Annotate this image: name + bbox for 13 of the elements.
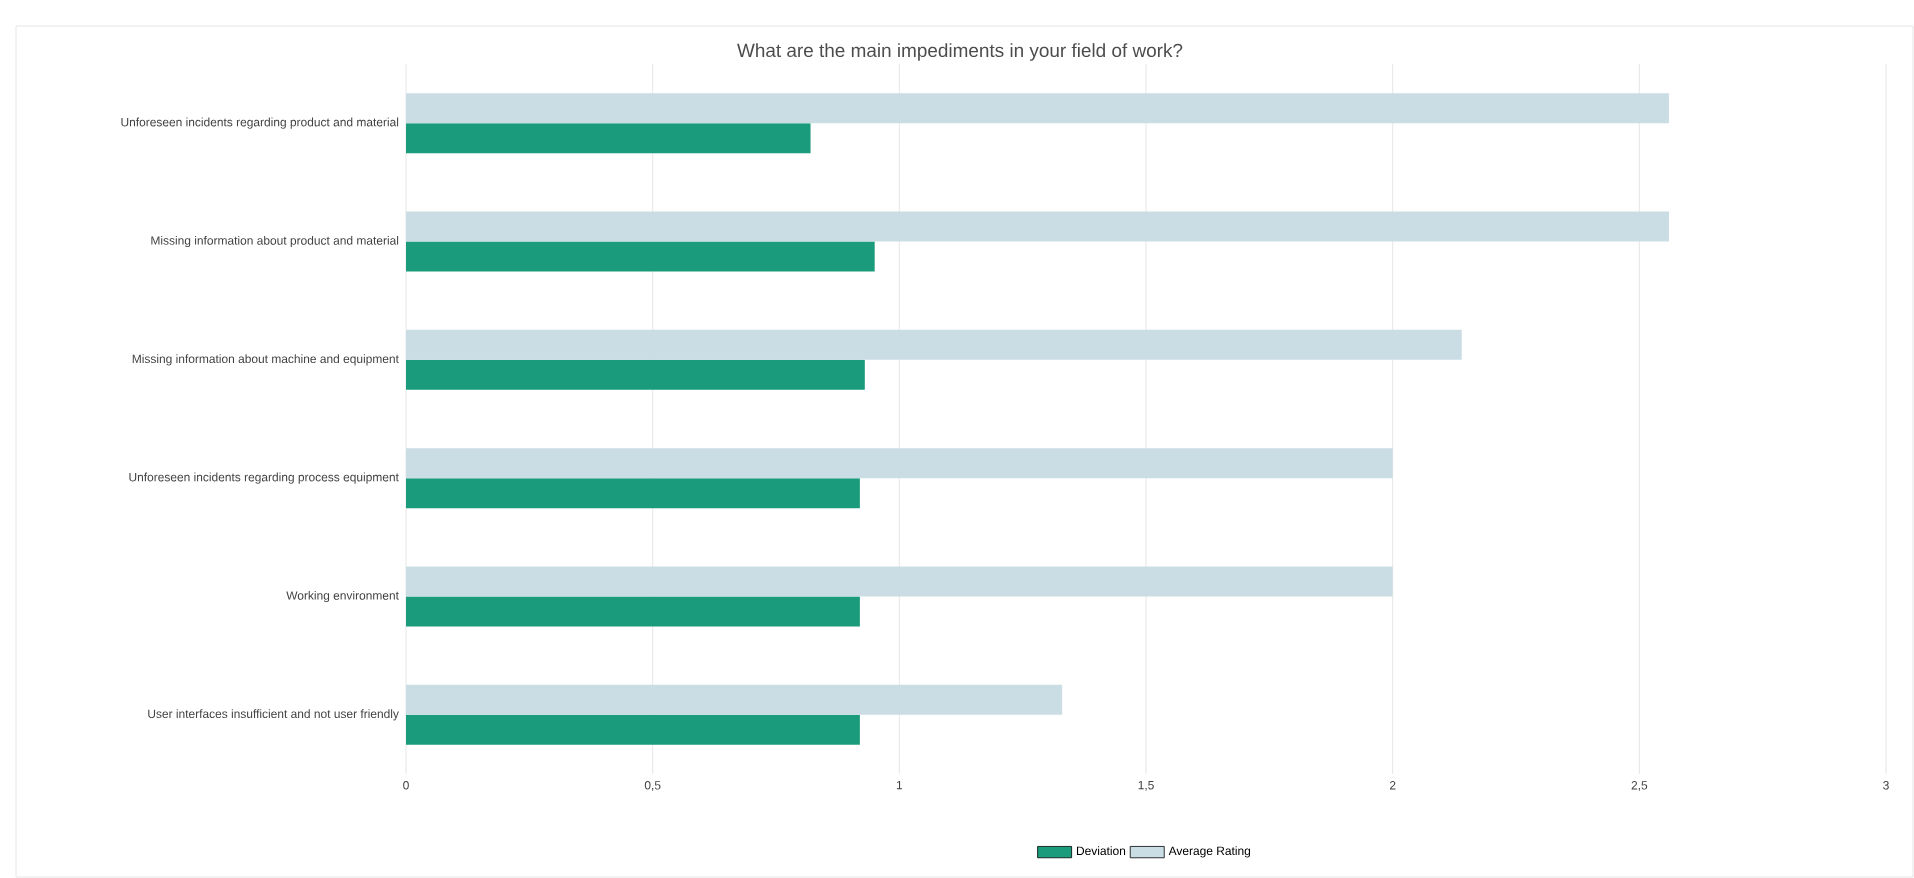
chart-title: What are the main impediments in your field of work? [737, 43, 1183, 61]
bar [406, 596, 860, 627]
bar [406, 684, 1063, 715]
bar [406, 566, 1393, 597]
bar [406, 211, 1669, 242]
bar [406, 478, 860, 509]
bar [406, 359, 865, 390]
bar [406, 448, 1393, 479]
bar [406, 329, 1462, 360]
bar [406, 93, 1669, 124]
bar [406, 714, 860, 745]
bar [406, 241, 875, 272]
bar [406, 123, 811, 154]
